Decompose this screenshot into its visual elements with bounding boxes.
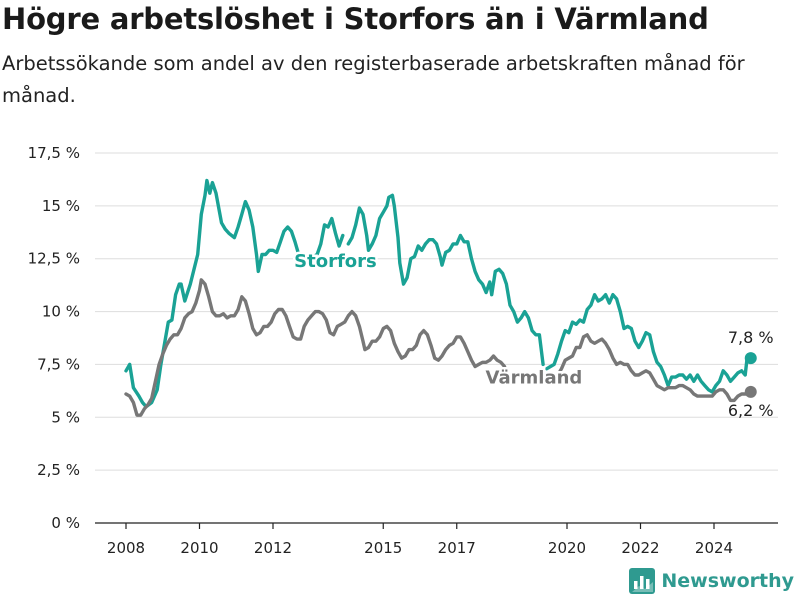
y-tick-label: 5 % [51, 408, 80, 426]
y-tick-label: 7,5 % [37, 355, 80, 373]
series-end-point [744, 352, 757, 365]
gridlines [95, 152, 778, 471]
x-tick-label: 2017 [438, 539, 476, 557]
page-title: Högre arbetslöshet i Storfors än i Värml… [2, 2, 709, 36]
x-axis: 2008 2010 2012 2015 2017 2020 2022 2024 [95, 522, 778, 557]
series-lines [124, 178, 757, 417]
bar-chart-logo-icon [629, 568, 656, 594]
series-name-label: Storfors [294, 251, 377, 272]
x-tick-label: 2022 [621, 539, 659, 557]
x-tick-label: 2012 [254, 539, 292, 557]
series-end-label: 6,2 % [728, 401, 774, 420]
series-line-storfors [124, 178, 753, 409]
y-tick-label: 12,5 % [28, 250, 80, 268]
y-tick-label: 2,5 % [37, 461, 80, 479]
y-tick-label: 17,5 % [28, 144, 80, 162]
series-end-label: 7,8 % [728, 328, 774, 347]
x-tick-label: 2020 [548, 539, 586, 557]
y-tick-label: 0 % [51, 514, 80, 532]
series-line-vrmland [124, 278, 753, 417]
y-tick-label: 10 % [42, 303, 80, 321]
x-tick-label: 2015 [364, 539, 402, 557]
y-tick-label: 15 % [42, 197, 80, 215]
x-tick-label: 2024 [695, 539, 733, 557]
y-axis: 0 % 2,5 % 5 % 7,5 % 10 % 12,5 % 15 % 17,5 % [28, 144, 80, 532]
series-name-label: Värmland [486, 367, 583, 388]
brand-name: Newsworthy [661, 570, 794, 592]
page-subtitle: Arbetssökande som andel av den registerb… [2, 52, 745, 107]
series-end-point [744, 385, 757, 398]
x-tick-label: 2010 [180, 539, 218, 557]
series-labels: 7,8 % 6,2 % Storfors Värmland [292, 249, 774, 420]
x-tick-label: 2008 [107, 539, 145, 557]
newsworthy-brand: Newsworthy [629, 568, 794, 594]
